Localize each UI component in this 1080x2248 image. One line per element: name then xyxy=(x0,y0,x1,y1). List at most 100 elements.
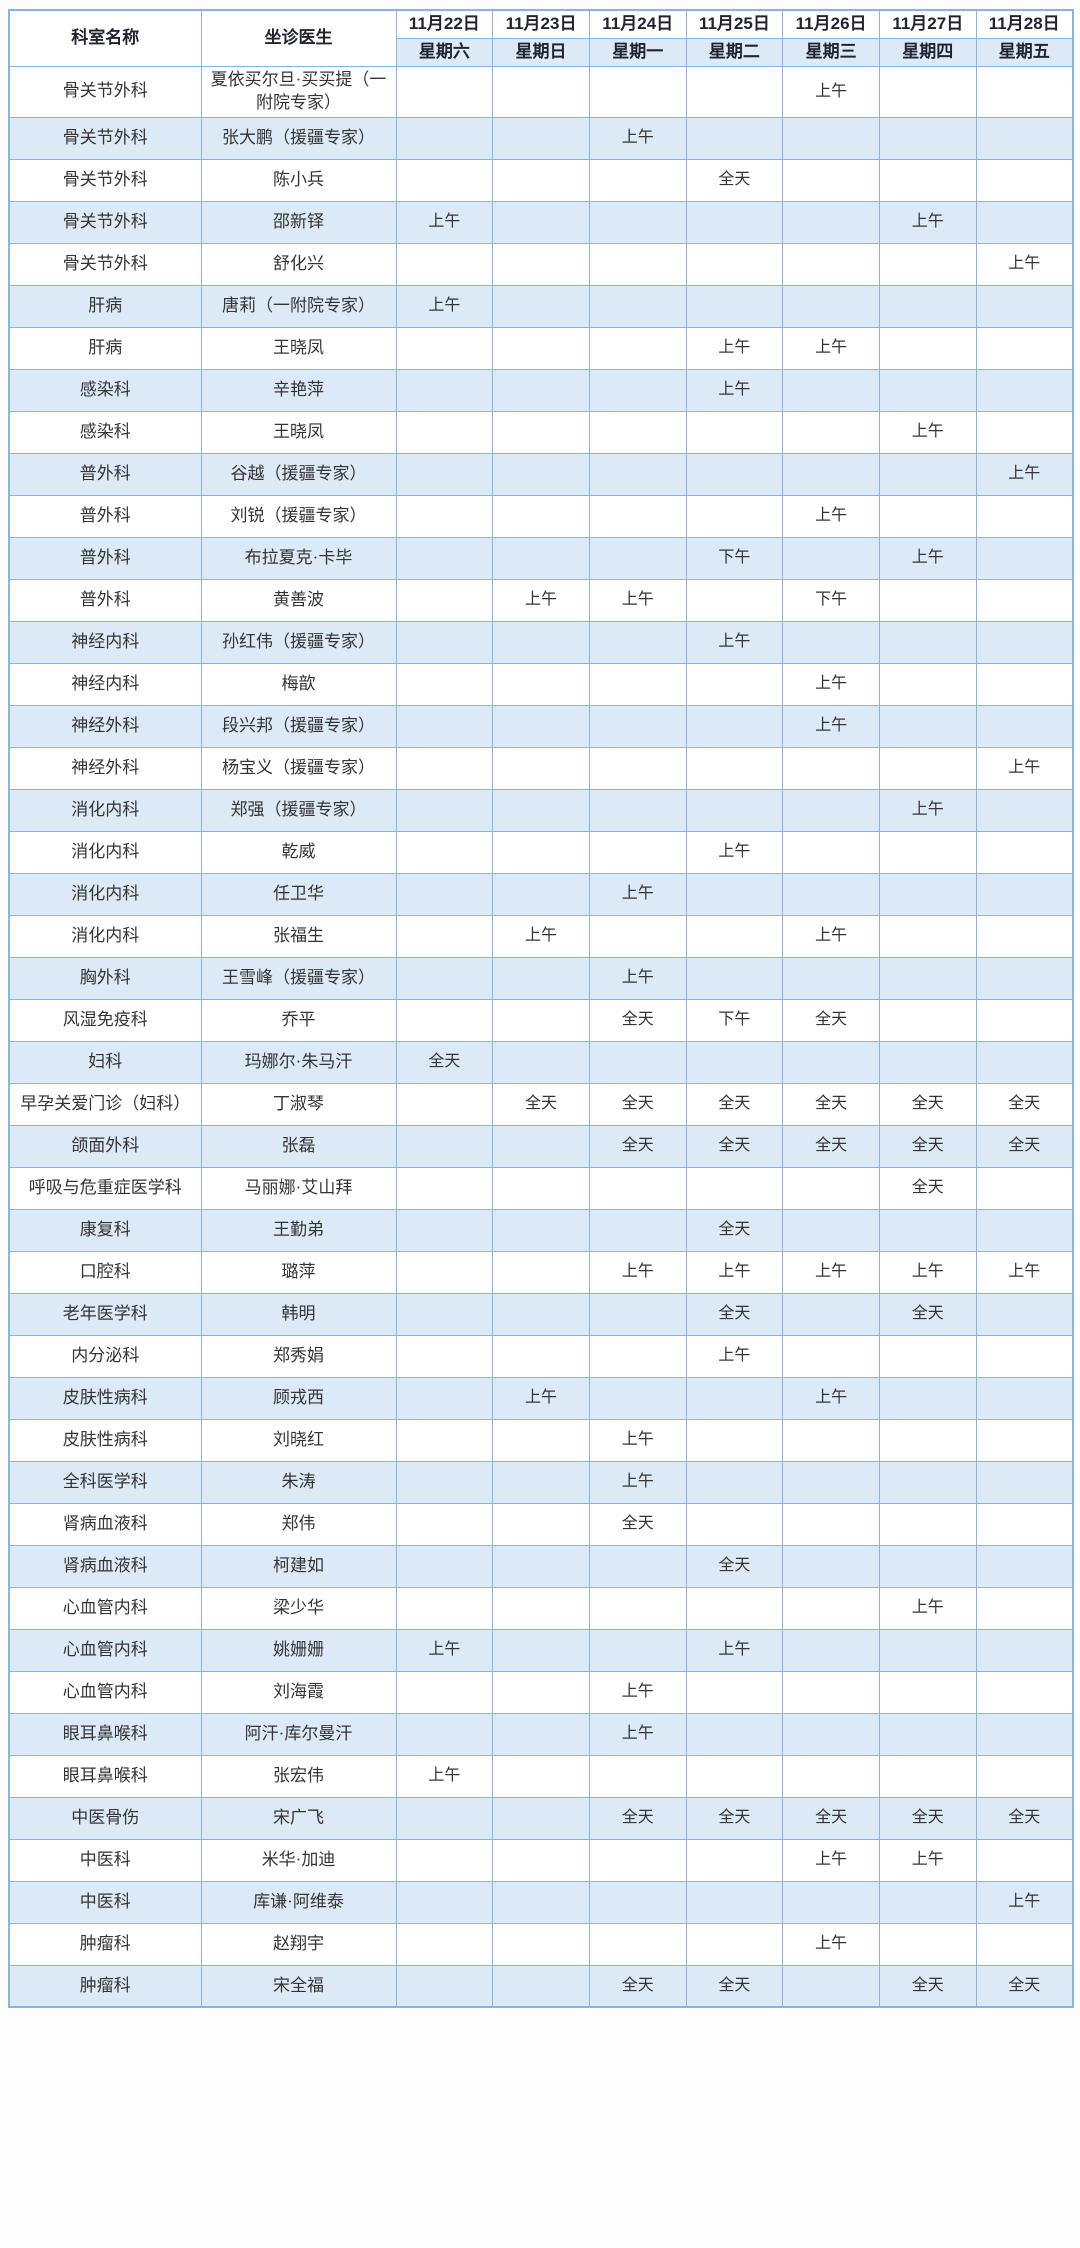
table-row: 骨关节外科 舒化兴 上午 xyxy=(8,242,1074,286)
schedule-cell xyxy=(878,368,977,412)
department-cell: 消化内科 xyxy=(8,830,202,874)
schedule-cell xyxy=(685,200,784,244)
schedule-cell xyxy=(492,65,590,118)
schedule-cell: 上午 xyxy=(878,536,977,580)
schedule-cell xyxy=(492,1418,590,1462)
schedule-cell: 上午 xyxy=(975,1880,1074,1924)
schedule-cell: 上午 xyxy=(588,872,687,916)
table-row: 普外科 谷越（援疆专家） 上午 xyxy=(8,452,1074,496)
department-cell: 呼吸与危重症医学科 xyxy=(8,1166,202,1210)
department-cell: 颌面外科 xyxy=(8,1124,202,1168)
schedule-cell xyxy=(492,704,590,748)
schedule-cell xyxy=(492,1796,590,1840)
schedule-cell: 上午 xyxy=(878,410,977,454)
doctor-cell: 刘晓红 xyxy=(200,1418,397,1462)
table-row: 消化内科 任卫华 上午 xyxy=(8,872,1074,916)
schedule-cell xyxy=(395,1544,494,1588)
doctor-cell: 宋广飞 xyxy=(200,1796,397,1840)
table-header: 科室名称 坐诊医生 11月22日 11月23日 11月24日 11月25日 11月26日… xyxy=(8,9,1074,67)
schedule-cell xyxy=(395,494,494,538)
schedule-cell: 上午 xyxy=(588,578,687,622)
schedule-cell xyxy=(878,65,977,118)
day-date-header: 11月22日 xyxy=(395,9,494,39)
schedule-cell xyxy=(492,956,590,1000)
schedule-cell: 全天 xyxy=(878,1082,977,1126)
schedule-cell xyxy=(492,494,590,538)
schedule-cell xyxy=(878,914,977,958)
schedule-cell xyxy=(782,536,880,580)
table-row: 风湿免疫科 乔平 全天 下午 全天 xyxy=(8,998,1074,1042)
doctor-cell: 丁淑琴 xyxy=(200,1082,397,1126)
table-row: 颌面外科 张磊 全天 全天 全天 全天 全天 xyxy=(8,1124,1074,1168)
department-cell: 普外科 xyxy=(8,536,202,580)
schedule-cell xyxy=(588,158,687,202)
schedule-cell xyxy=(395,158,494,202)
doctor-cell: 韩明 xyxy=(200,1292,397,1336)
department-cell: 内分泌科 xyxy=(8,1334,202,1378)
schedule-cell xyxy=(975,1418,1074,1462)
schedule-cell xyxy=(782,1628,880,1672)
doctor-cell: 任卫华 xyxy=(200,872,397,916)
doctor-cell: 乔平 xyxy=(200,998,397,1042)
schedule-cell: 上午 xyxy=(975,452,1074,496)
schedule-cell: 下午 xyxy=(685,536,784,580)
schedule-cell: 上午 xyxy=(395,200,494,244)
doctor-cell: 杨宝义（援疆专家） xyxy=(200,746,397,790)
table-row: 肾病血液科 柯建如 全天 xyxy=(8,1544,1074,1588)
schedule-cell xyxy=(685,1586,784,1630)
schedule-cell xyxy=(395,1292,494,1336)
schedule-cell xyxy=(878,1376,977,1420)
day-date-header: 11月24日 xyxy=(588,9,687,39)
schedule-cell: 全天 xyxy=(975,1124,1074,1168)
doctor-cell: 段兴邦（援疆专家） xyxy=(200,704,397,748)
department-cell: 感染科 xyxy=(8,410,202,454)
schedule-cell xyxy=(685,578,784,622)
schedule-cell: 上午 xyxy=(878,1250,977,1294)
table-row: 肝病 唐莉（一附院专家） 上午 xyxy=(8,284,1074,328)
department-cell: 中医骨伤 xyxy=(8,1796,202,1840)
table-row: 感染科 辛艳萍 上午 xyxy=(8,368,1074,412)
schedule-cell xyxy=(878,452,977,496)
schedule-cell: 上午 xyxy=(878,200,977,244)
schedule-cell xyxy=(588,1292,687,1336)
table-row: 中医科 库谦·阿维泰 上午 xyxy=(8,1880,1074,1924)
schedule-cell xyxy=(975,284,1074,328)
schedule-cell: 全天 xyxy=(685,1544,784,1588)
schedule-cell xyxy=(878,1880,977,1924)
table-row: 普外科 黄善波 上午 上午 下午 xyxy=(8,578,1074,622)
doctor-cell: 谷越（援疆专家） xyxy=(200,452,397,496)
schedule-cell xyxy=(492,200,590,244)
department-cell: 心血管内科 xyxy=(8,1586,202,1630)
schedule-cell xyxy=(878,1502,977,1546)
department-cell: 妇科 xyxy=(8,1040,202,1084)
schedule-cell: 上午 xyxy=(878,1586,977,1630)
schedule-cell xyxy=(685,410,784,454)
schedule-cell xyxy=(782,284,880,328)
schedule-cell xyxy=(685,1922,784,1966)
schedule-cell xyxy=(492,116,590,160)
doctor-cell: 姚姗姗 xyxy=(200,1628,397,1672)
schedule-cell xyxy=(588,1586,687,1630)
doctor-cell: 玛娜尔·朱马汗 xyxy=(200,1040,397,1084)
schedule-cell xyxy=(782,1208,880,1252)
department-cell: 早孕关爱门诊（妇科） xyxy=(8,1082,202,1126)
doctor-cell: 顾戎西 xyxy=(200,1376,397,1420)
schedule-cell xyxy=(588,830,687,874)
schedule-cell xyxy=(878,746,977,790)
schedule-cell xyxy=(492,326,590,370)
schedule-cell: 上午 xyxy=(685,1628,784,1672)
schedule-cell xyxy=(395,1670,494,1714)
schedule-cell xyxy=(395,1460,494,1504)
schedule-cell xyxy=(782,788,880,832)
schedule-cell xyxy=(782,1418,880,1462)
schedule-cell: 全天 xyxy=(492,1082,590,1126)
schedule-cell xyxy=(975,1754,1074,1798)
schedule-cell: 全天 xyxy=(685,1208,784,1252)
schedule-cell xyxy=(395,1334,494,1378)
schedule-cell xyxy=(588,410,687,454)
table-row: 眼耳鼻喉科 张宏伟 上午 xyxy=(8,1754,1074,1798)
schedule-cell xyxy=(975,410,1074,454)
schedule-cell xyxy=(975,788,1074,832)
schedule-cell xyxy=(395,998,494,1042)
